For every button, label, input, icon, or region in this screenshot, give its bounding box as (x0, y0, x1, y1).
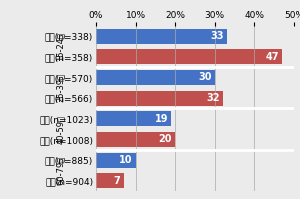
Text: 60-79歳: 60-79歳 (56, 156, 65, 185)
Bar (96, 111, 171, 126)
Text: 32: 32 (206, 93, 220, 103)
Bar (96, 49, 282, 64)
Bar (96, 91, 223, 105)
Text: 15-24歳: 15-24歳 (56, 32, 65, 61)
Text: 10: 10 (119, 155, 132, 165)
Text: 40-59歳: 40-59歳 (56, 115, 65, 144)
Bar (96, 29, 227, 44)
Bar (96, 173, 124, 188)
Text: 47: 47 (266, 52, 279, 62)
Text: 20: 20 (158, 134, 172, 144)
Text: 33: 33 (210, 31, 224, 41)
Text: 7: 7 (114, 176, 121, 186)
Bar (96, 153, 136, 168)
Text: 30: 30 (198, 72, 211, 83)
Text: 25-39歳: 25-39歳 (56, 73, 65, 102)
Bar (96, 132, 175, 147)
Text: 19: 19 (154, 114, 168, 124)
Bar (96, 70, 215, 85)
